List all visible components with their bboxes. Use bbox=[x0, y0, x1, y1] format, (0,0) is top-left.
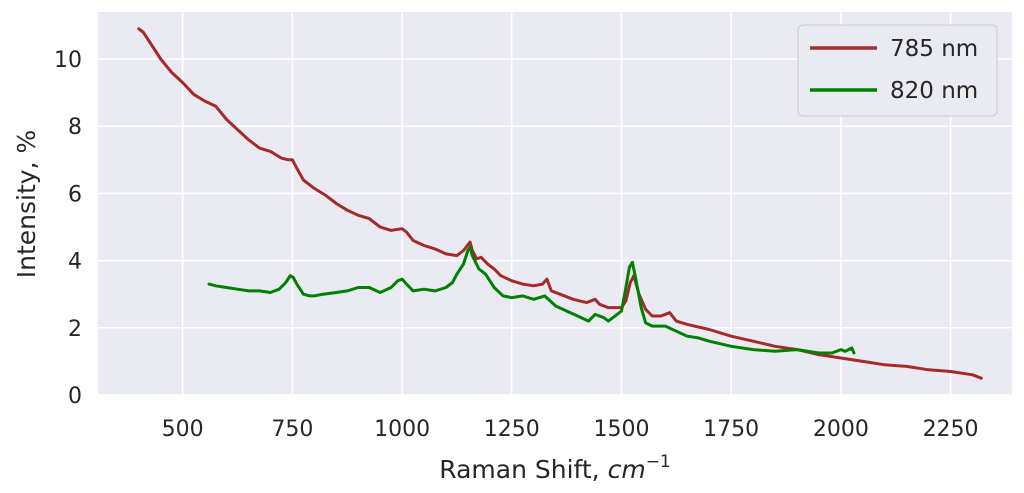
series-line-820-nm bbox=[207, 245, 856, 355]
y-tick-label: 6 bbox=[68, 182, 82, 207]
y-axis-ticks: 0 2 4 6 8 10 bbox=[54, 48, 82, 409]
x-tick-label: 2250 bbox=[923, 417, 979, 442]
y-tick-label: 10 bbox=[54, 48, 82, 73]
y-tick-label: 0 bbox=[68, 384, 82, 409]
legend: 785 nm 820 nm bbox=[797, 24, 998, 117]
y-tick-label: 2 bbox=[68, 317, 82, 342]
y-tick-label: 8 bbox=[68, 115, 82, 140]
x-axis-ticks: 500 750 1000 1250 1500 1750 2000 2250 bbox=[162, 417, 979, 442]
legend-label-820: 820 nm bbox=[890, 78, 978, 104]
x-tick-label: 1250 bbox=[484, 417, 540, 442]
x-tick-label: 1750 bbox=[703, 417, 759, 442]
x-tick-label: 2000 bbox=[813, 417, 869, 442]
y-tick-label: 4 bbox=[68, 250, 82, 275]
x-axis-label-unit: cm bbox=[608, 455, 646, 484]
series-line-785-nm bbox=[137, 27, 983, 380]
x-tick-label: 1500 bbox=[593, 417, 649, 442]
x-axis-label: Raman Shift, cm−1 bbox=[439, 452, 671, 484]
x-axis-label-text: Raman Shift, bbox=[439, 455, 607, 484]
legend-label-785: 785 nm bbox=[890, 36, 978, 62]
x-tick-label: 1000 bbox=[374, 417, 430, 442]
x-tick-label: 750 bbox=[271, 417, 313, 442]
x-tick-label: 500 bbox=[162, 417, 204, 442]
series-layer bbox=[137, 27, 983, 380]
y-axis-label: Intensity, % bbox=[12, 130, 41, 278]
x-axis-label-exponent: −1 bbox=[646, 452, 671, 472]
